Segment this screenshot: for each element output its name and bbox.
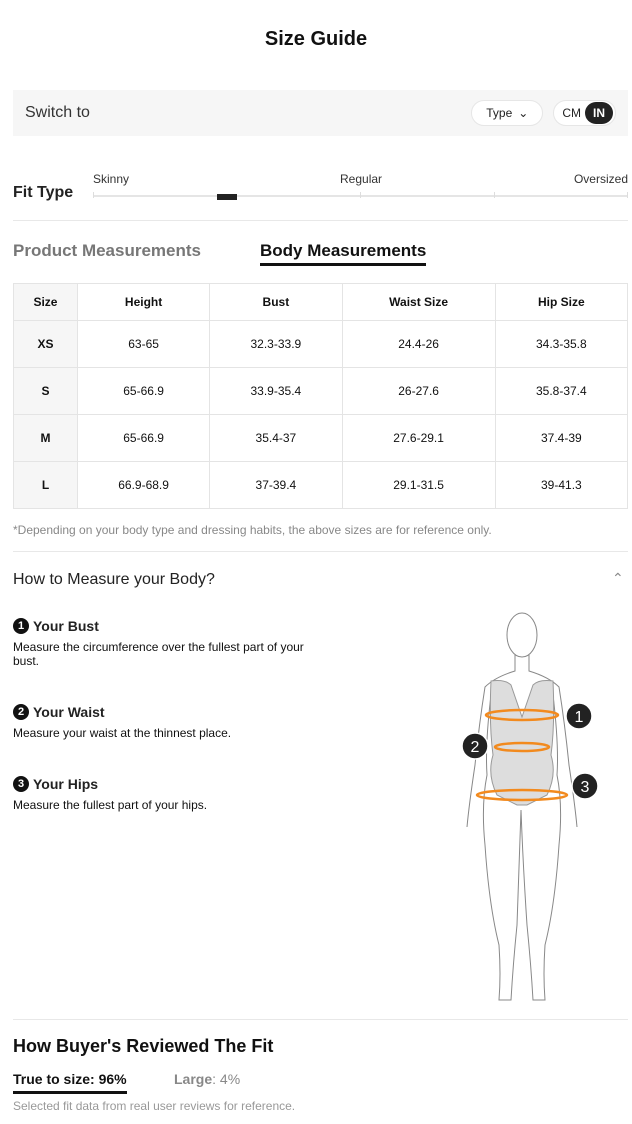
table-cell: L: [13, 461, 78, 509]
fit-marker: [216, 194, 237, 200]
reference-note: *Depending on your body type and dressin…: [13, 523, 492, 537]
table-row: XS 63-65 32.3-33.9 24.4-26 34.3-35.8: [13, 320, 629, 368]
number-2-icon: 2: [13, 704, 29, 720]
step-title: Your Waist: [33, 704, 105, 720]
unit-toggle[interactable]: CM IN: [553, 100, 616, 126]
table-cell: 66.9-68.9: [76, 461, 211, 509]
chevron-down-icon: ⌄: [518, 106, 529, 120]
step-title: Your Bust: [33, 618, 99, 634]
table-cell: 34.3-35.8: [494, 320, 629, 368]
step-text: Measure your waist at the thinnest place…: [13, 726, 232, 740]
step-bust: 1 Your Bust Measure the circumference ove…: [13, 618, 313, 668]
fit-tick: [360, 192, 361, 198]
step-waist: 2 Your Waist Measure your waist at the th…: [13, 704, 313, 740]
table-cell: 65-66.9: [76, 367, 211, 415]
table-cell: M: [13, 414, 78, 462]
table-cell: 35.8-37.4: [494, 367, 629, 415]
table-cell: 26-27.6: [341, 367, 496, 415]
table-cell: 37.4-39: [494, 414, 629, 462]
reviews-note: Selected fit data from real user reviews…: [13, 1099, 296, 1113]
divider: [13, 1019, 628, 1020]
marker-2-label: 2: [471, 739, 480, 756]
fit-tick: [627, 192, 628, 198]
tab-body-measurements[interactable]: Body Measurements: [260, 241, 427, 266]
large-label: Large: [174, 1071, 213, 1087]
column-header: Size: [13, 283, 78, 321]
fit-mark-skinny: Skinny: [93, 172, 130, 186]
howto-title: How to Measure your Body?: [13, 571, 215, 588]
chevron-up-icon[interactable]: ⌃: [612, 570, 624, 586]
table-cell: 32.3-33.9: [209, 320, 343, 368]
page-title: Size Guide: [264, 28, 368, 50]
column-header: Bust: [209, 283, 343, 321]
table-row: S 65-66.9 33.9-35.4 26-27.6 35.8-37.4: [13, 367, 629, 415]
divider: [13, 220, 628, 221]
table-cell: 35.4-37: [209, 414, 343, 462]
reviews-title: How Buyer's Reviewed The Fit: [13, 1036, 274, 1056]
step-hips: 3 Your Hips Measure the fullest part of y…: [13, 776, 313, 812]
switch-label: Switch to: [25, 104, 90, 121]
table-cell: 27.6-29.1: [341, 414, 496, 462]
switch-bar: Switch to Type ⌄ CM IN: [13, 90, 628, 136]
fit-mark-oversized: Oversized: [573, 172, 628, 186]
table-cell: 39-41.3: [494, 461, 629, 509]
type-label: Type: [486, 106, 513, 120]
column-header: Hip Size: [494, 283, 629, 321]
size-table: Size Height Bust Waist Size Hip Size XS 63-65…: [13, 283, 629, 509]
divider: [13, 551, 628, 552]
table-row: M 65-66.9 35.4-37 27.6-29.1 37.4-39: [13, 414, 629, 462]
table-cell: 63-65: [76, 320, 211, 368]
unit-in[interactable]: IN: [585, 102, 613, 124]
table-cell: 33.9-35.4: [209, 367, 343, 415]
column-header: Waist Size: [341, 283, 496, 321]
table-cell: S: [13, 367, 78, 415]
step-title: Your Hips: [33, 776, 99, 792]
number-3-icon: 3: [13, 776, 29, 792]
body-figure-illustration: 1 2 3: [461, 612, 599, 1001]
fit-tick: [93, 192, 94, 198]
step-text: Measure the fullest part of your hips.: [13, 798, 208, 812]
true-to-size-tab[interactable]: True to size: 96%: [13, 1071, 127, 1094]
marker-1-label: 1: [575, 709, 584, 726]
number-1-icon: 1: [13, 618, 29, 634]
table-cell: 29.1-31.5: [341, 461, 496, 509]
type-dropdown[interactable]: Type ⌄: [471, 100, 544, 126]
table-cell: XS: [13, 320, 78, 368]
table-cell: 37-39.4: [209, 461, 343, 509]
marker-3-label: 3: [581, 779, 590, 796]
table-row: L 66.9-68.9 37-39.4 29.1-31.5 39-41.3: [13, 461, 629, 509]
column-header: Height: [76, 283, 211, 321]
large-value: : 4%: [212, 1071, 241, 1087]
large-tab[interactable]: Large: 4%: [174, 1071, 240, 1087]
table-cell: 24.4-26: [341, 320, 496, 368]
step-text: Measure the circumference over the fulle…: [13, 640, 304, 668]
unit-cm[interactable]: CM: [562, 106, 581, 120]
tab-product-measurements[interactable]: Product Measurements: [13, 241, 201, 260]
table-cell: 65-66.9: [76, 414, 211, 462]
fit-type-label: Fit Type: [13, 184, 74, 201]
fit-tick: [494, 192, 495, 198]
fit-mark-regular: Regular: [340, 172, 383, 186]
